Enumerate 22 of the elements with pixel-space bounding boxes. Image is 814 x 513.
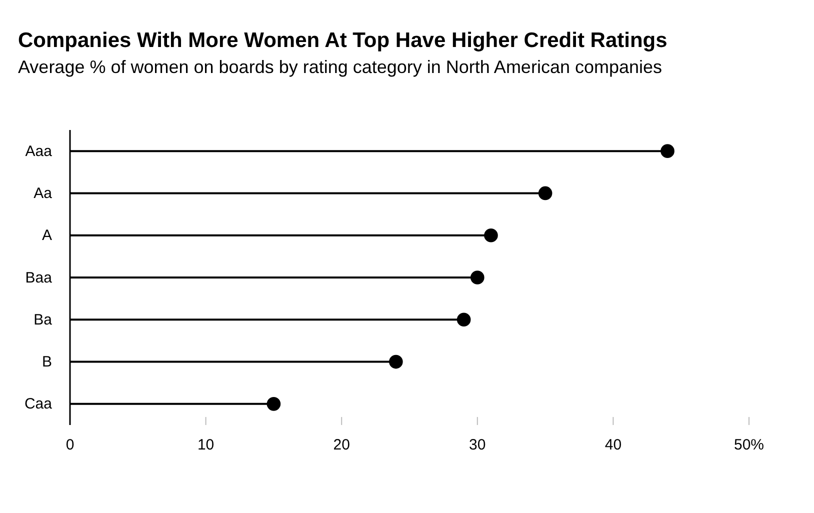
point (389, 354, 403, 369)
point (470, 270, 484, 284)
y-tick-label: Aaa (25, 142, 53, 160)
point (660, 144, 674, 158)
x-tick-label: 20 (333, 436, 350, 454)
chart-title: Companies With More Women At Top Have Higher Credit Ratings (18, 29, 668, 52)
x-tick-label: 30 (469, 436, 486, 454)
y-tick-label: Baa (25, 269, 53, 286)
x-tick-label: 50% (734, 436, 764, 454)
y-tick-label: Aa (34, 185, 53, 202)
y-tick-label: B (42, 354, 52, 371)
y-tick-label: Caa (24, 396, 53, 413)
point (456, 312, 471, 327)
x-tick-label: 0 (66, 436, 74, 454)
point (266, 397, 281, 411)
point (538, 186, 552, 200)
x-tick-label: 40 (604, 436, 622, 454)
x-tick-label: 10 (197, 436, 214, 454)
y-tick-label: Ba (34, 311, 53, 328)
y-tick-label: A (42, 227, 52, 244)
point (484, 228, 498, 242)
chart-subtitle: Average % of women on boards by rating category in North American companies (18, 57, 662, 77)
